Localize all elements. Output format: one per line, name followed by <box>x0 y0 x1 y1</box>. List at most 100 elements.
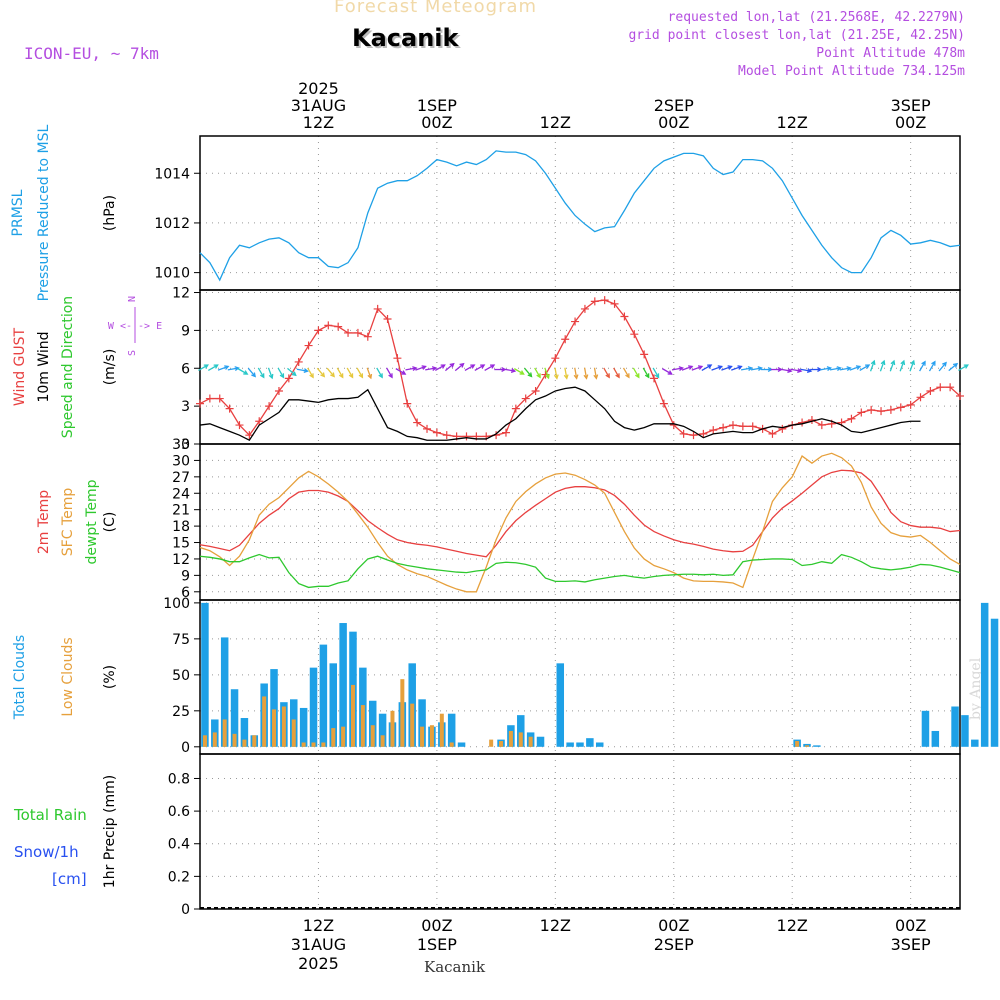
precip-ytick-label: 0.4 <box>168 837 190 853</box>
wind-arrow <box>899 360 905 372</box>
clouds-bar-low-clouds <box>301 742 306 747</box>
clouds-bar-low-clouds <box>321 742 326 747</box>
point-altitude: Point Altitude 478m <box>816 46 965 61</box>
wind-arrow <box>780 368 792 372</box>
wind-arrowhead <box>303 368 309 373</box>
pressure-frame <box>199 135 961 291</box>
clouds-bar-low-clouds <box>528 736 533 747</box>
wind-arrow <box>405 367 417 371</box>
wind-arrowhead <box>757 366 763 371</box>
clouds-ytick-label: 100 <box>163 596 190 612</box>
top-time-label: 3SEP <box>891 96 931 115</box>
bottom-time-label: 00Z <box>658 916 689 935</box>
clouds-bar-low-clouds <box>341 726 346 747</box>
wind-arrowhead <box>259 373 265 379</box>
gust-marker <box>255 417 264 426</box>
gust-marker <box>748 422 757 431</box>
wind-arrow <box>366 367 372 379</box>
wind-arrow <box>524 367 532 377</box>
wind-arrow <box>326 367 335 377</box>
clouds-bar-total-clouds <box>378 713 387 747</box>
wind-arrow <box>928 361 936 372</box>
clouds-bar-low-clouds <box>489 739 494 747</box>
wind-arrow <box>593 367 598 379</box>
temperature-side-label: SFC Temp <box>60 488 76 557</box>
gust-marker <box>373 304 382 313</box>
clouds-bar-total-clouds <box>201 602 209 747</box>
top-time-label: 12Z <box>303 113 334 132</box>
gust-marker <box>403 399 412 408</box>
gust-marker <box>432 428 441 437</box>
clouds-bar-low-clouds <box>439 713 444 747</box>
temperature-ytick-label: 21 <box>172 503 190 519</box>
wind-arrowhead <box>279 373 285 379</box>
wind-arrowhead <box>747 366 754 371</box>
wind-arrowhead <box>449 362 455 368</box>
clouds-bar-low-clouds <box>370 725 375 747</box>
wind-arrowhead <box>490 364 496 369</box>
wind-arrow <box>207 364 218 371</box>
compass-south: S <box>127 350 138 356</box>
clouds-bar-total-clouds <box>299 707 308 747</box>
wind-arrow <box>356 367 363 378</box>
wind-arrowhead <box>320 372 326 378</box>
gust-marker <box>353 328 362 337</box>
gust-marker <box>344 328 353 337</box>
wind-arrowhead <box>921 360 926 366</box>
wind-arrowhead <box>367 373 373 380</box>
clouds-bar-low-clouds <box>410 703 415 747</box>
wind-arrowhead <box>243 370 249 375</box>
clouds-bar-total-clouds <box>990 618 999 747</box>
clouds-unit-label: (%) <box>102 665 118 689</box>
gust-marker <box>580 304 589 313</box>
wind-arrow <box>919 361 926 372</box>
gust-marker <box>363 332 372 341</box>
gust-marker <box>956 392 964 401</box>
temperature-unit-label: (C) <box>102 512 118 533</box>
gust-marker <box>413 418 422 427</box>
wind-arrow <box>513 368 524 375</box>
wind-arrow <box>307 367 314 378</box>
gust-marker <box>274 386 283 395</box>
wind-arrowhead <box>707 364 713 369</box>
wind-arrow <box>376 367 383 378</box>
clouds-bar-low-clouds <box>508 730 513 747</box>
wind-arrowhead <box>855 365 862 370</box>
temperature-ytick-label: 12 <box>172 552 190 568</box>
clouds-bar-low-clouds <box>400 679 405 747</box>
wind-arrowhead <box>870 359 876 366</box>
temperature-ytick-label: 15 <box>172 536 190 552</box>
precip-ytick-label: 0 <box>181 902 190 918</box>
gust-marker <box>896 403 905 412</box>
gust-marker <box>709 426 718 435</box>
requested-coords: requested lon,lat (21.2568E, 42.2279N) <box>667 10 965 25</box>
wind-arrowhead <box>890 359 896 366</box>
gust-marker <box>926 386 935 395</box>
clouds-bar-low-clouds <box>232 733 237 747</box>
wind-ytick-label: 12 <box>172 286 190 302</box>
gust-marker <box>689 431 698 440</box>
gust-marker <box>877 407 886 416</box>
precip-unit-label: 1hr Precip (mm) <box>102 775 118 888</box>
wind-arrowhead <box>291 371 297 377</box>
gust-marker <box>817 421 826 430</box>
wind-arrowhead <box>431 366 438 371</box>
wind-arrow <box>701 364 712 371</box>
temperature-ytick-label: 33 <box>172 437 190 453</box>
wind-arrowhead <box>563 374 569 380</box>
gust-marker <box>630 330 639 339</box>
wind-arrowhead <box>358 373 364 379</box>
clouds-bar-total-clouds <box>457 742 466 747</box>
clouds-bar-total-clouds <box>931 730 940 747</box>
gust-marker <box>561 335 570 344</box>
wind-arrowhead <box>330 372 335 378</box>
wind-arrow <box>574 367 578 379</box>
clouds-bar-low-clouds <box>518 732 523 747</box>
pressure-side-label: PRMSL <box>10 189 26 236</box>
wind-arrow <box>642 367 650 378</box>
clouds-bar-total-clouds <box>951 706 959 747</box>
wind-arrowhead <box>615 373 620 379</box>
precip-side-label: Snow/1h <box>14 843 79 861</box>
wind-arrowhead <box>644 373 650 379</box>
temperature-ytick-label: 6 <box>181 585 190 601</box>
